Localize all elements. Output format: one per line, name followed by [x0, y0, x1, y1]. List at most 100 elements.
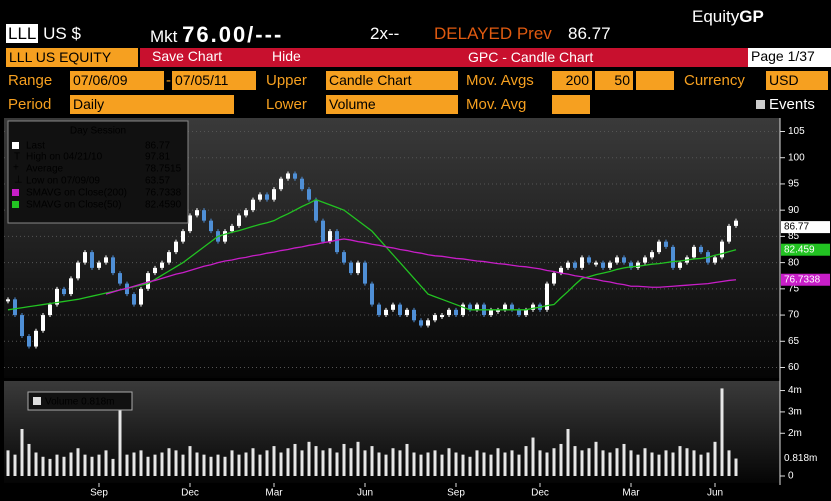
volume-bar [279, 452, 283, 476]
volume-bar [601, 450, 605, 476]
ma3[interactable] [636, 71, 674, 90]
candle [167, 252, 171, 263]
candle [594, 262, 598, 265]
candle [398, 304, 402, 316]
candle [181, 231, 185, 242]
volume-bar [377, 452, 381, 476]
volume-bar [706, 452, 710, 476]
mov-avg[interactable] [552, 95, 590, 114]
brand-a: Equity [692, 7, 740, 26]
header: LLL US $ [6, 24, 81, 44]
last-value-label: 86.77 [784, 222, 809, 233]
volume-bar [678, 446, 682, 476]
y-tick-label: 2m [788, 428, 802, 439]
status: DELAYED Prev [434, 24, 552, 43]
y-tick-label: 90 [788, 205, 800, 216]
candle [300, 178, 304, 190]
candle [279, 178, 283, 190]
candle [405, 309, 409, 316]
candle [34, 330, 38, 347]
hide-button[interactable]: Hide [272, 48, 301, 64]
volume-bar [685, 448, 689, 476]
y-tick-label: 70 [788, 310, 800, 321]
volume-bar [433, 450, 437, 476]
prev: 86.77 [568, 24, 611, 43]
candle [307, 189, 311, 200]
range-from[interactable]: 07/06/09 [70, 71, 164, 90]
volume-bar [482, 452, 486, 476]
candle [20, 315, 24, 337]
candle [111, 257, 115, 274]
candle [671, 246, 675, 268]
last-value-marker [781, 452, 830, 465]
volume-bar [83, 454, 87, 476]
volume-bar [496, 448, 500, 476]
events-label: Events [769, 96, 815, 113]
legend-label: SMAVG on Close(50) [26, 200, 121, 211]
volume-bar [419, 454, 423, 476]
candle [76, 262, 80, 279]
volume-bar [125, 454, 129, 476]
mov-avgs-label: Mov. Avgs [466, 72, 534, 89]
volume-bar [699, 454, 703, 476]
candle [69, 278, 73, 295]
y-tick-label: 95 [788, 179, 800, 190]
y-tick-label: 65 [788, 336, 800, 347]
volume-bar [69, 452, 73, 476]
volume-bar [489, 454, 493, 476]
security[interactable]: LLL US EQUITY [6, 48, 138, 67]
currency[interactable]: USD [766, 71, 828, 90]
candle [608, 262, 612, 268]
volume-bar [34, 452, 38, 476]
volume-bar [181, 454, 185, 476]
range-to[interactable]: 07/05/11 [172, 71, 256, 90]
volume-bar [517, 454, 521, 476]
volume-bar [503, 452, 507, 476]
legend-label: Average [26, 164, 64, 175]
lower[interactable]: Volume [326, 95, 458, 114]
candle [62, 288, 66, 295]
legend-value: 76.7338 [145, 188, 182, 199]
volume-bar [62, 456, 66, 476]
last-value-marker [781, 273, 830, 286]
candle [153, 267, 157, 274]
page[interactable]: Page 1/37 [748, 48, 831, 67]
candle [363, 262, 367, 284]
candle [503, 304, 507, 310]
events[interactable]: Events [756, 96, 815, 113]
volume-bar [398, 450, 402, 476]
volume-bar [468, 456, 472, 476]
candle [265, 194, 269, 200]
volume-bar [531, 437, 535, 476]
save-button[interactable]: Save Chart [152, 48, 223, 64]
candle [412, 309, 416, 321]
volume-bar [230, 450, 234, 476]
candle [48, 304, 52, 316]
ma2[interactable]: 50 [595, 71, 633, 90]
candle [447, 309, 451, 316]
volume-bar [454, 452, 458, 476]
candle [335, 231, 339, 253]
candle [174, 241, 178, 253]
volume-bar [391, 448, 395, 476]
upper[interactable]: Candle Chart [326, 71, 458, 90]
ticker: LLL [6, 24, 39, 43]
candle [293, 173, 297, 179]
candle [601, 262, 605, 268]
volume-bar [258, 454, 262, 476]
period[interactable]: Daily [70, 95, 234, 114]
mov-avg-label: Mov. Avg [466, 96, 527, 113]
volume-bar [272, 446, 276, 476]
candle [377, 304, 381, 316]
y-tick-label: 60 [788, 362, 800, 373]
candle [615, 257, 619, 263]
last-value-label: 82.459 [784, 244, 815, 255]
volume-bar [447, 448, 451, 476]
volume-bar [20, 429, 24, 476]
volume-bar [412, 452, 416, 476]
candle [734, 220, 738, 226]
checkbox[interactable] [756, 100, 765, 109]
ma1[interactable]: 200 [552, 71, 592, 90]
volume-bar [202, 454, 206, 476]
